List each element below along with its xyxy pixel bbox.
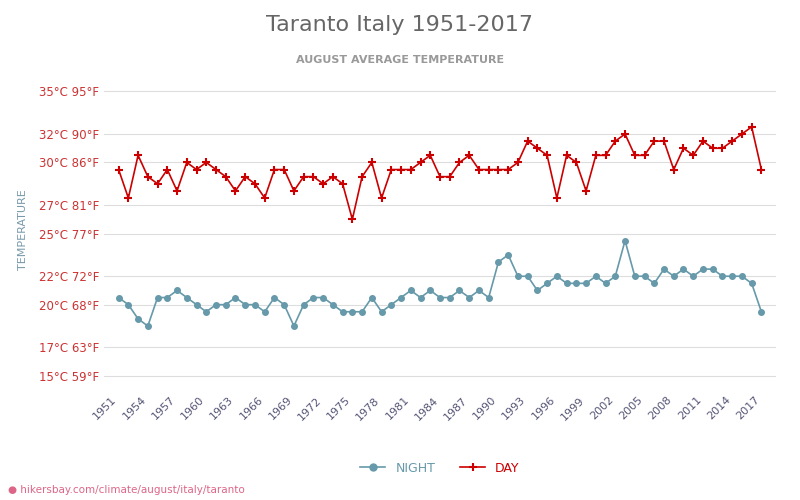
Text: Taranto Italy 1951-2017: Taranto Italy 1951-2017 — [266, 15, 534, 35]
Text: ● hikersbay.com/climate/august/italy/taranto: ● hikersbay.com/climate/august/italy/tar… — [8, 485, 245, 495]
Legend: NIGHT, DAY: NIGHT, DAY — [355, 457, 525, 480]
Text: AUGUST AVERAGE TEMPERATURE: AUGUST AVERAGE TEMPERATURE — [296, 55, 504, 65]
Y-axis label: TEMPERATURE: TEMPERATURE — [18, 190, 28, 270]
